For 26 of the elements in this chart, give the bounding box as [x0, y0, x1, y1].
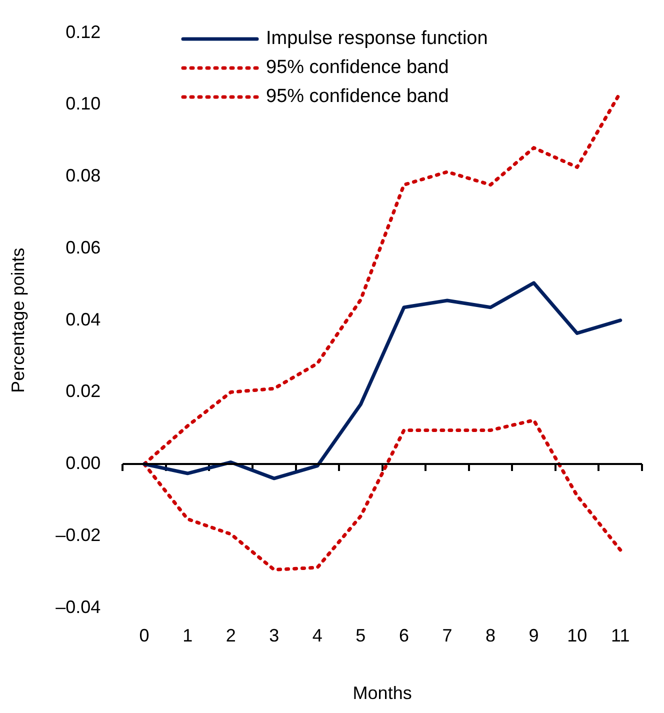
x-tick-label: 3 [269, 626, 280, 646]
x-tick-label: 7 [442, 626, 452, 646]
y-tick-label: 0.12 [66, 22, 101, 42]
x-tick-label: 0 [139, 626, 150, 646]
x-tick-label: 1 [182, 626, 193, 646]
legend-label: 95% confidence band [266, 56, 449, 80]
x-tick-label: 4 [312, 626, 322, 646]
y-tick-label: 0.10 [66, 94, 101, 114]
legend-label: 95% confidence band [266, 85, 449, 109]
x-tick-label: 6 [398, 626, 409, 646]
y-axis-title: Percentage points [8, 248, 28, 393]
x-axis-title: Months [352, 683, 412, 704]
y-tick-label: 0.00 [66, 453, 101, 474]
x-tick-label: 5 [356, 626, 366, 646]
x-tick-label: 2 [226, 626, 236, 646]
x-tick-label: 10 [567, 626, 588, 646]
y-tick-label: –0.02 [56, 524, 101, 545]
y-tick-label: 0.08 [66, 166, 101, 186]
y-tick-label: 0.04 [66, 309, 101, 330]
x-tick-label: 8 [486, 626, 496, 646]
y-tick-label: 0.06 [66, 237, 101, 258]
x-tick-label: 11 [611, 626, 630, 646]
legend-label: Impulse response function [266, 27, 488, 51]
y-tick-label: –0.04 [56, 596, 101, 617]
x-tick-label: 9 [528, 626, 539, 646]
y-tick-label: 0.02 [66, 381, 101, 402]
